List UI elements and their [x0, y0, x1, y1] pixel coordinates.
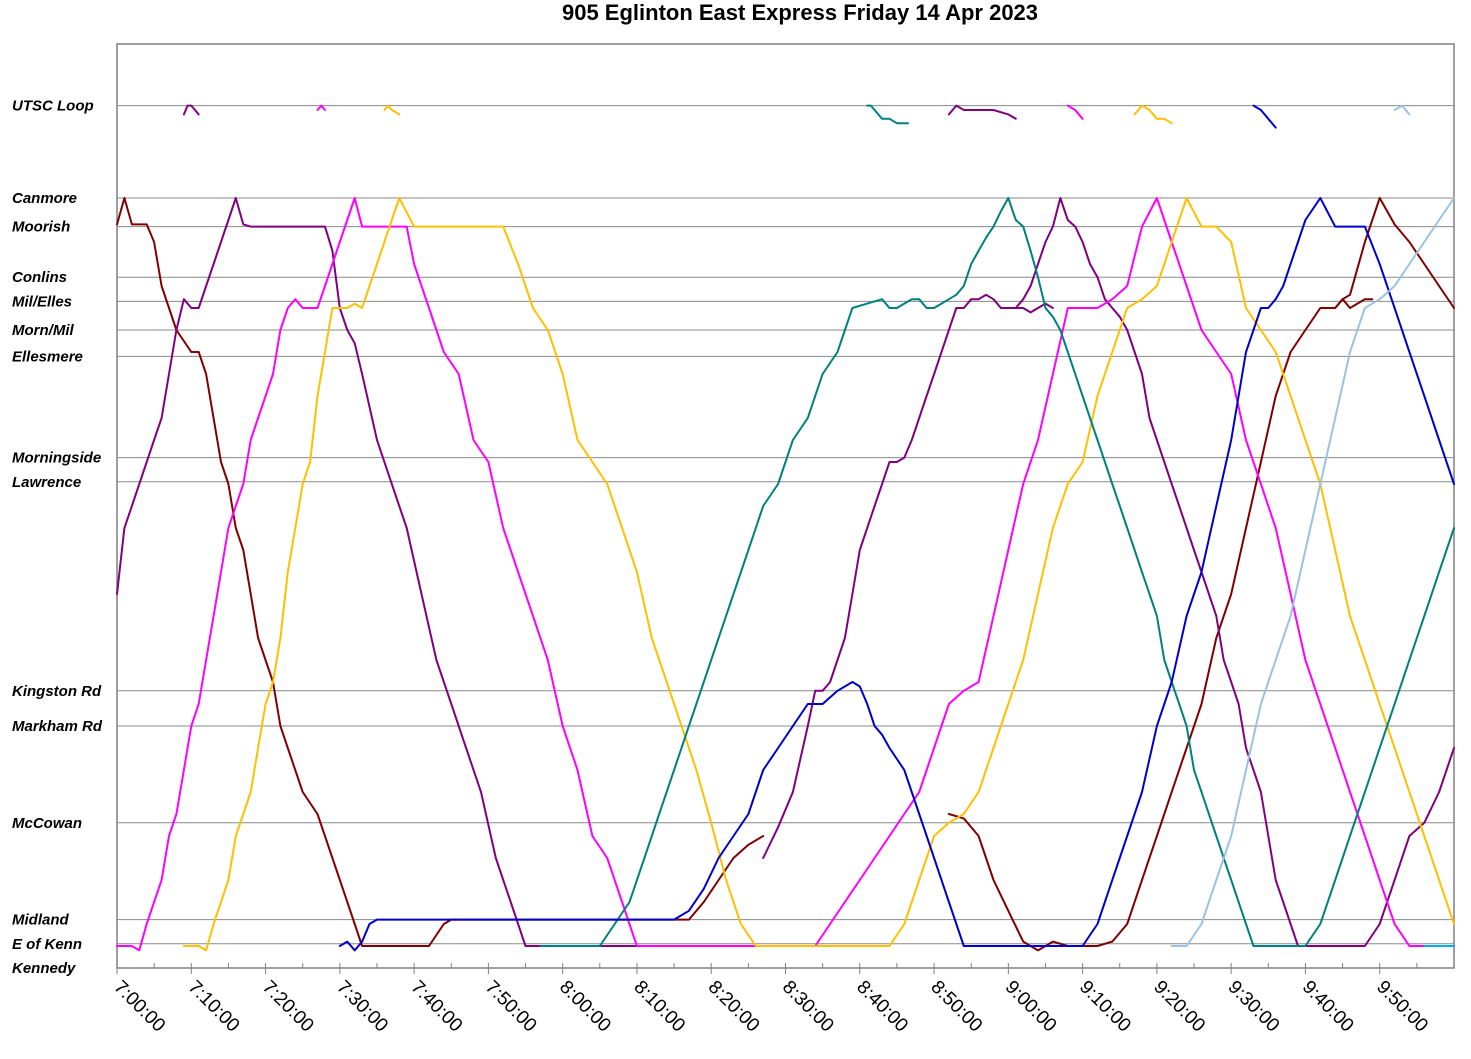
series-line-purple-1 — [116, 197, 750, 947]
stop-label: McCowan — [12, 815, 82, 832]
series-line-blue-1 — [338, 197, 1455, 952]
stop-label: UTSC Loop — [12, 98, 94, 115]
stop-label: Markham Rd — [12, 718, 103, 735]
x-tick-label: 9:50:00 — [1372, 977, 1432, 1037]
stop-label: Morn/Mil — [12, 322, 74, 339]
stop-labels: UTSC Loop Canmore Moorish Conlins Mil/Elles M… — [12, 98, 103, 977]
stop-label: Kingston Rd — [12, 683, 102, 700]
x-tick-label: 7:20:00 — [258, 977, 318, 1037]
series-line-teal-2 — [866, 104, 910, 125]
x-tick-label: 7:30:00 — [332, 977, 392, 1037]
stop-label: Lawrence — [12, 474, 81, 491]
series-line-purple-4 — [947, 104, 1017, 120]
x-tick-label: 9:20:00 — [1149, 977, 1209, 1037]
x-tick-label: 8:40:00 — [852, 977, 912, 1037]
stop-label: Ellesmere — [12, 348, 83, 365]
x-tick-label: 7:10:00 — [184, 977, 244, 1037]
stop-label: Mil/Elles — [12, 293, 72, 310]
x-tick-label: 9:00:00 — [1001, 977, 1061, 1037]
x-tick-label: 8:50:00 — [927, 977, 987, 1037]
x-tick-label: 8:20:00 — [704, 977, 764, 1037]
chart-title: 905 Eglinton East Express Friday 14 Apr … — [562, 0, 1038, 25]
stop-label: Morningside — [12, 450, 101, 467]
series-line-purple-5 — [999, 302, 1054, 314]
series-line-orange-1 — [182, 197, 1455, 952]
x-tick-label: 9:30:00 — [1224, 977, 1284, 1037]
series-lines — [116, 104, 1455, 952]
x-tick-label: 7:50:00 — [481, 977, 541, 1037]
stop-grid-lines — [117, 105, 1454, 945]
series-line-light-blue-1 — [1170, 197, 1455, 947]
series-line-orange-2 — [383, 104, 401, 116]
stop-label: Canmore — [12, 190, 77, 207]
series-line-magenta-3 — [316, 104, 326, 111]
stop-label: Kennedy — [12, 960, 76, 977]
x-tick-label: 7:00:00 — [109, 977, 169, 1037]
x-tick-label: 8:00:00 — [555, 977, 615, 1037]
series-line-light-blue-2 — [1393, 104, 1411, 116]
plot-area — [116, 43, 1455, 969]
series-line-teal-1 — [539, 197, 1455, 947]
series-line-maroon-3 — [1334, 298, 1374, 309]
x-tick-label: 9:10:00 — [1075, 977, 1135, 1037]
series-line-purple-2 — [762, 197, 1455, 947]
x-tick-label: 8:10:00 — [629, 977, 689, 1037]
stop-label: Conlins — [12, 269, 67, 286]
series-line-orange-3 — [1133, 104, 1173, 125]
x-tick-label: 7:40:00 — [407, 977, 467, 1037]
series-line-purple-3 — [182, 104, 200, 116]
x-ticks — [116, 963, 1418, 974]
series-line-magenta-2 — [814, 197, 1455, 947]
x-tick-labels: 7:00:00 7:10:00 7:20:00 7:30:00 7:40:00 7:50:… — [109, 977, 1431, 1037]
x-tick-label: 8:30:00 — [778, 977, 838, 1037]
x-tick-label: 9:40:00 — [1298, 977, 1358, 1037]
series-line-blue-2 — [1252, 104, 1277, 129]
stop-label: E of Kenn — [12, 936, 82, 953]
stop-label: Moorish — [12, 219, 70, 236]
series-line-magenta-4 — [1066, 104, 1084, 120]
stop-label: Midland — [12, 912, 69, 929]
